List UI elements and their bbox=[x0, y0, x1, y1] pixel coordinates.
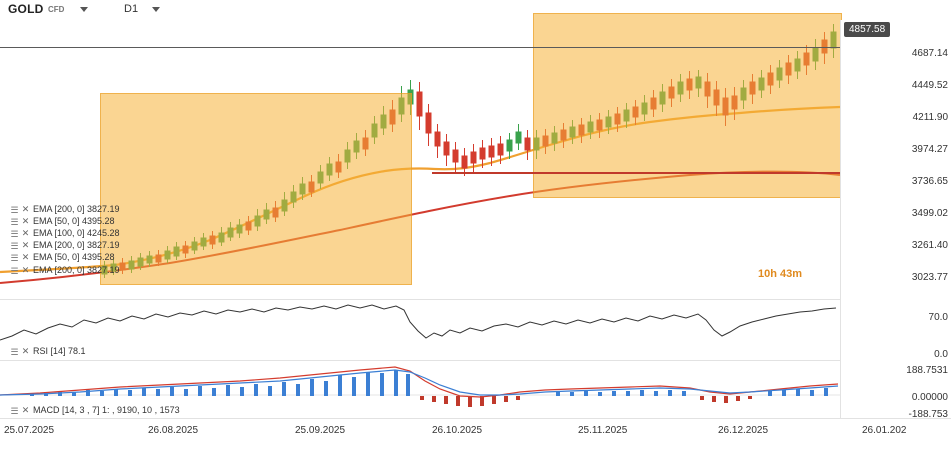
x-tick: 26.12.2025 bbox=[718, 425, 769, 436]
rsi-y-tick: 70.0 bbox=[928, 312, 948, 323]
legend-text: MACD [14, 3 , 7] 1: , 9190, 10 , 1573 bbox=[33, 405, 180, 415]
chevron-down-icon[interactable] bbox=[152, 7, 160, 12]
close-icon[interactable]: ✕ bbox=[21, 240, 30, 250]
y-tick: 3261.40 bbox=[911, 240, 948, 251]
menu-icon[interactable]: ☰ bbox=[10, 241, 19, 251]
legend-row-ema-3[interactable]: ☰ ✕ EMA [200, 0] 3827.19 bbox=[10, 240, 120, 251]
timeframe-label[interactable]: D1 bbox=[124, 3, 139, 15]
x-tick: 26.01.202 bbox=[862, 425, 907, 436]
macd-y-tick: 0.00000 bbox=[911, 392, 948, 403]
close-icon[interactable]: ✕ bbox=[21, 204, 30, 214]
highlight-box-2 bbox=[533, 13, 842, 198]
menu-icon[interactable]: ☰ bbox=[10, 347, 19, 357]
support-line bbox=[432, 172, 840, 174]
close-icon[interactable]: ✕ bbox=[21, 265, 30, 275]
x-tick: 25.09.2025 bbox=[295, 425, 346, 436]
y-tick: 4449.52 bbox=[911, 80, 948, 91]
macd-panel[interactable]: ☰ ✕ MACD [14, 3 , 7] 1: , 9190, 10 , 1573 bbox=[0, 360, 840, 419]
legend-row-ema-2[interactable]: ☰ ✕ EMA [100, 0] 4245.28 bbox=[10, 228, 120, 239]
menu-icon[interactable]: ☰ bbox=[10, 266, 19, 276]
y-tick: 4211.90 bbox=[912, 112, 948, 123]
rsi-y-tick: 0.0 bbox=[934, 349, 948, 360]
legend-text: EMA [200, 0] 3827.19 bbox=[33, 240, 120, 250]
close-icon[interactable]: ✕ bbox=[21, 228, 30, 238]
legend-row-macd[interactable]: ☰ ✕ MACD [14, 3 , 7] 1: , 9190, 10 , 1573 bbox=[10, 405, 180, 416]
symbol-label[interactable]: GOLD bbox=[8, 2, 44, 16]
legend-text: EMA [200, 0] 3827.19 bbox=[33, 265, 120, 275]
y-tick: 3974.27 bbox=[911, 144, 948, 155]
close-icon[interactable]: ✕ bbox=[21, 252, 30, 262]
price-axis[interactable]: 4857.58 4687.14 4449.52 4211.90 3974.27 … bbox=[840, 20, 951, 420]
legend-text: RSI [14] 78.1 bbox=[33, 346, 86, 356]
rsi-panel[interactable]: ☰ ✕ RSI [14] 78.1 bbox=[0, 299, 840, 360]
close-icon[interactable]: ✕ bbox=[21, 216, 30, 226]
legend-row-rsi[interactable]: ☰ ✕ RSI [14] 78.1 bbox=[10, 346, 86, 357]
legend-text: EMA [200, 0] 3827.19 bbox=[33, 204, 120, 214]
legend-text: EMA [50, 0] 4395.28 bbox=[33, 216, 115, 226]
y-tick: 3499.02 bbox=[911, 208, 948, 219]
close-icon[interactable]: ✕ bbox=[21, 405, 30, 415]
last-price-tag: 4857.58 bbox=[844, 22, 891, 37]
menu-icon[interactable]: ☰ bbox=[10, 229, 19, 239]
legend-text: EMA [50, 0] 4395.28 bbox=[33, 252, 115, 262]
highlight-box-1 bbox=[100, 93, 412, 285]
y-tick: 4687.14 bbox=[911, 48, 948, 59]
y-tick: 3023.77 bbox=[911, 272, 948, 283]
menu-icon[interactable]: ☰ bbox=[10, 217, 19, 227]
legend-row-ema-1[interactable]: ☰ ✕ EMA [50, 0] 4395.28 bbox=[10, 216, 115, 227]
time-axis[interactable]: 25.07.2025 26.08.2025 25.09.2025 26.10.2… bbox=[0, 418, 951, 450]
x-tick: 25.07.2025 bbox=[4, 425, 55, 436]
symbol-kind-label: CFD bbox=[48, 5, 65, 14]
x-tick: 26.08.2025 bbox=[148, 425, 199, 436]
macd-histogram bbox=[30, 370, 828, 407]
bar-timer-label: 10h 43m bbox=[758, 268, 803, 280]
menu-icon[interactable]: ☰ bbox=[10, 406, 19, 416]
legend-text: EMA [100, 0] 4245.28 bbox=[33, 228, 120, 238]
last-price-line bbox=[0, 47, 840, 48]
macd-y-tick: -188.753 bbox=[908, 409, 948, 420]
x-tick: 25.11.2025 bbox=[578, 425, 628, 436]
macd-series bbox=[0, 366, 840, 407]
legend-row-ema-5[interactable]: ☰ ✕ EMA [200, 0] 3827.19 bbox=[10, 265, 120, 276]
legend-row-ema-0[interactable]: ☰ ✕ EMA [200, 0] 3827.19 bbox=[10, 204, 120, 215]
close-icon[interactable]: ✕ bbox=[21, 346, 30, 356]
y-tick: 3736.65 bbox=[911, 176, 948, 187]
x-tick: 26.10.2025 bbox=[432, 425, 483, 436]
menu-icon[interactable]: ☰ bbox=[10, 205, 19, 215]
rsi-series bbox=[0, 304, 837, 341]
macd-y-tick: 188.7531 bbox=[906, 365, 948, 376]
price-panel[interactable]: ☰ ✕ EMA [200, 0] 3827.19 ☰ ✕ EMA [50, 0] 439… bbox=[0, 13, 842, 298]
chevron-down-icon[interactable] bbox=[80, 7, 88, 12]
menu-icon[interactable]: ☰ bbox=[10, 253, 19, 263]
legend-row-ema-4[interactable]: ☰ ✕ EMA [50, 0] 4395.28 bbox=[10, 252, 115, 263]
